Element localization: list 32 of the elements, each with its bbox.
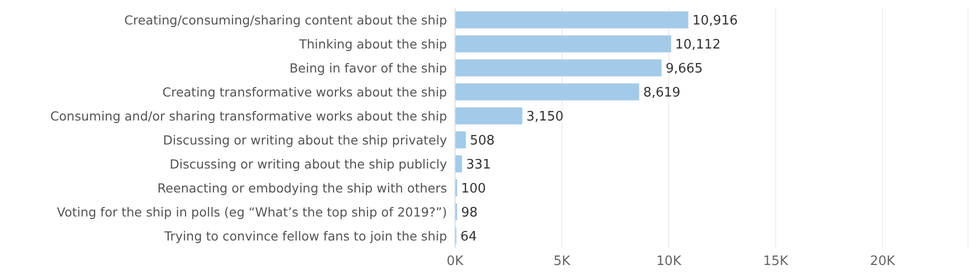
data-label: 8,619 xyxy=(643,85,680,100)
bar xyxy=(455,131,466,148)
y-tick-label: Creating transformative works about the ship xyxy=(162,84,448,100)
data-label: 9,665 xyxy=(666,61,703,76)
data-label: 508 xyxy=(470,133,495,148)
x-tick-label: 15K xyxy=(763,254,789,270)
x-tick-label: 5K xyxy=(553,254,571,270)
bar xyxy=(455,35,672,52)
x-tick-label: 20K xyxy=(870,254,896,270)
data-label: 98 xyxy=(461,205,478,220)
data-label: 331 xyxy=(466,157,491,172)
data-label: 10,916 xyxy=(692,13,738,28)
bar xyxy=(455,107,522,124)
y-tick-label: Creating/consuming/sharing content about the ship xyxy=(124,12,448,28)
y-tick-label: Reenacting or embodying the ship with others xyxy=(157,180,447,196)
y-tick-label: Voting for the ship in polls (eg “What’s the top ship of 2019?”) xyxy=(56,204,447,220)
y-tick-label: Discussing or writing about the ship publicly xyxy=(170,156,448,172)
bar xyxy=(455,155,462,172)
data-label: 10,112 xyxy=(675,37,721,52)
data-label: 100 xyxy=(461,181,486,196)
y-tick-label: Consuming and/or sharing transformative works about the ship xyxy=(50,108,448,124)
y-tick-label: Thinking about the ship xyxy=(298,36,448,52)
bar xyxy=(455,59,662,76)
data-label: 3,150 xyxy=(526,109,564,124)
y-tick-label: Being in favor of the ship xyxy=(289,60,448,76)
y-tick-label: Trying to convince fellow fans to join the ship xyxy=(163,228,448,244)
x-tick-label: 0K xyxy=(446,254,464,270)
x-tick-label: 10K xyxy=(656,254,682,270)
data-label: 64 xyxy=(460,229,477,244)
bar xyxy=(455,11,688,28)
bar xyxy=(455,83,640,100)
y-tick-label: Discussing or writing about the ship privately xyxy=(163,132,448,148)
